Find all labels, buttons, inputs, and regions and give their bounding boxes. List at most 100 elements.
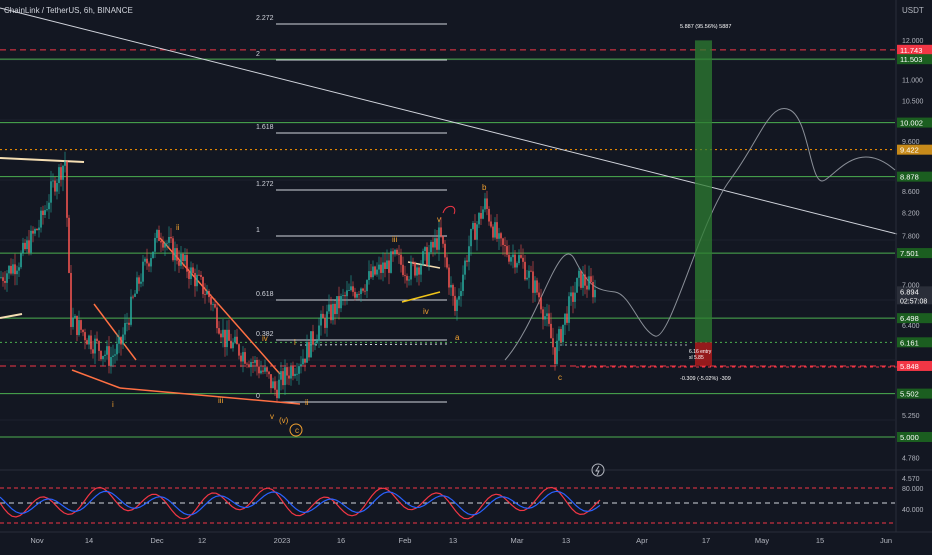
candle-body [462, 274, 464, 292]
candle-body [32, 230, 34, 234]
wave-label: iii [218, 396, 224, 405]
candle-body [582, 274, 584, 288]
candle-body [390, 251, 392, 273]
price-level-tag [897, 144, 932, 155]
projection-path [504, 107, 896, 361]
fib-level-label: 2.272 [256, 15, 274, 22]
candle-body [136, 277, 138, 294]
candle-body [16, 270, 18, 275]
candle-body [276, 389, 278, 399]
candle-body [496, 222, 498, 239]
time-tick-label: Jun [880, 536, 892, 545]
price-level-value: 11.743 [900, 46, 922, 55]
candle-body [42, 210, 44, 215]
candle-body [28, 240, 30, 253]
candle-body [80, 320, 82, 330]
candle-body [560, 329, 562, 343]
wave-label: v [437, 215, 441, 224]
entry-label: 6.16 entry [689, 349, 712, 355]
price-level-tag [897, 286, 932, 305]
time-tick-label: Feb [399, 536, 412, 545]
candle-body [336, 296, 338, 315]
candle-body [338, 296, 340, 309]
candle-body [264, 367, 266, 372]
candle-body [272, 381, 274, 389]
candle-body [34, 228, 36, 234]
price-level-value: 6.894 [900, 287, 919, 296]
candle-body [184, 255, 186, 261]
candle-body [334, 303, 336, 315]
candle-body [104, 354, 106, 356]
price-tick-label: 6.400 [902, 323, 920, 330]
candle-body [304, 358, 306, 363]
candle-body [428, 252, 430, 266]
candle-body [88, 335, 90, 345]
price-level-tag [897, 117, 932, 128]
falling-wedge-upper-line [159, 237, 281, 375]
candle-body [274, 381, 276, 390]
fib-level-label: 0.382 [256, 331, 274, 338]
candle-body [194, 272, 196, 287]
candle-body [566, 313, 568, 323]
candle-body [330, 304, 332, 321]
candle-body [366, 280, 368, 292]
candle-body [206, 290, 208, 295]
candle-body [314, 343, 316, 345]
candle-body [554, 347, 556, 365]
candle-body [66, 161, 68, 218]
candle-body [452, 284, 454, 296]
candle-body [178, 260, 180, 266]
triangle-lower-line [401, 291, 441, 303]
candle-body [110, 357, 112, 366]
candle-body [312, 331, 314, 345]
long-position-tool[interactable]: 5.887 (95.56%) 5887 -0.309 (-5.02%) -309 6… [680, 24, 731, 382]
candle-body [538, 292, 540, 298]
target-label: 5.887 (95.56%) 5887 [680, 24, 731, 30]
candle-body [562, 324, 564, 343]
candle-body [92, 349, 94, 354]
candle-body [278, 379, 280, 399]
candle-body [50, 181, 52, 203]
lightning-icon[interactable] [591, 463, 605, 477]
price-level-value: 10.002 [900, 119, 923, 128]
price-level-value: 9.422 [900, 146, 919, 155]
candle-body [386, 260, 388, 269]
candle-body [230, 340, 232, 349]
candle-body [116, 343, 118, 355]
candle-body [510, 257, 512, 262]
candle-body [226, 329, 228, 348]
candle-body [64, 161, 66, 166]
candle-body [340, 295, 342, 309]
candle-body [584, 274, 586, 286]
price-level-value: 11.503 [900, 55, 922, 64]
candle-body [56, 183, 58, 192]
candle-body [170, 236, 172, 239]
candle-body [438, 227, 440, 250]
candle-body [212, 304, 214, 305]
rsi-level-label: 40.000 [902, 507, 924, 514]
candle-body [308, 342, 310, 358]
candle-body [222, 329, 224, 338]
candle-body [300, 364, 302, 367]
candle-body [476, 224, 478, 240]
candle-body [114, 354, 116, 356]
candle-body [564, 313, 566, 325]
candle-body [96, 338, 98, 342]
candle-body [150, 258, 152, 267]
price-level-value: 6.498 [900, 314, 919, 323]
price-level-value: 8.878 [900, 173, 919, 182]
candle-body [442, 236, 444, 244]
symbol-title: ChainLink / TetherUS, 6h, BINANCE [4, 6, 133, 15]
candle-body [316, 340, 318, 344]
candle-body [502, 238, 504, 245]
time-tick-label: Apr [636, 536, 648, 545]
candle-body [282, 371, 284, 386]
candle-body [570, 292, 572, 297]
candle-body [534, 280, 536, 293]
candle-body [174, 248, 176, 261]
candle-body [292, 366, 294, 376]
candle-body [376, 269, 378, 275]
